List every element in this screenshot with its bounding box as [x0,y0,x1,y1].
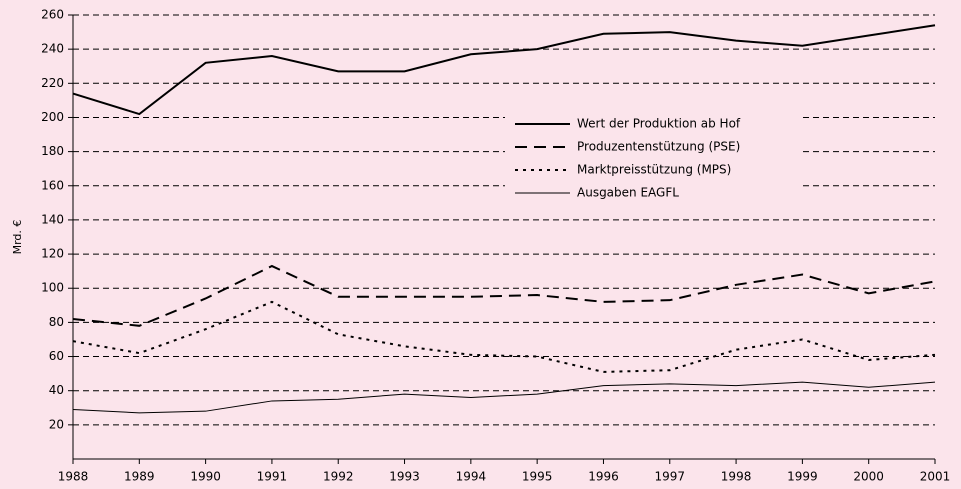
legend-label: Wert der Produktion ab Hof [577,117,741,131]
x-tick-label: 1989 [124,470,155,484]
x-tick-label: 1997 [654,470,685,484]
y-tick-label: 180 [41,144,64,158]
y-axis-label: Mrd. € [11,220,24,255]
y-tick-label: 220 [41,76,64,90]
x-tick-label: 2000 [853,470,884,484]
x-tick-label: 1999 [787,470,818,484]
x-tick-label: 2001 [920,470,951,484]
y-tick-label: 160 [41,178,64,192]
x-tick-label: 1991 [257,470,288,484]
legend-label: Ausgaben EAGFL [577,186,679,200]
legend-label: Produzentenstützung (PSE) [577,140,740,154]
x-tick-label: 1990 [190,470,221,484]
series-line [72,24,936,116]
y-tick-label: 260 [41,8,64,22]
y-tick-label: 120 [41,247,64,261]
x-tick-label: 1993 [389,470,420,484]
y-tick-label: 200 [41,110,64,124]
y-tick-label: 240 [41,42,64,56]
y-tick-label: 20 [49,417,64,431]
x-tick-label: 1995 [522,470,553,484]
series-line [72,264,936,327]
y-tick-label: 80 [49,315,64,329]
y-tick-label: 40 [49,383,64,397]
x-tick-label: 1996 [588,470,619,484]
legend-box [505,113,800,208]
y-tick-label: 100 [41,281,64,295]
y-tick-label: 140 [41,212,64,226]
x-tick-label: 1988 [58,470,89,484]
x-tick-label: 1994 [456,470,487,484]
x-tick-label: 1998 [721,470,752,484]
series-line [72,381,936,414]
y-tick-label: 60 [49,349,64,363]
legend-label: Marktpreisstützung (MPS) [577,163,731,177]
series-line [72,300,936,373]
x-tick-label: 1992 [323,470,354,484]
